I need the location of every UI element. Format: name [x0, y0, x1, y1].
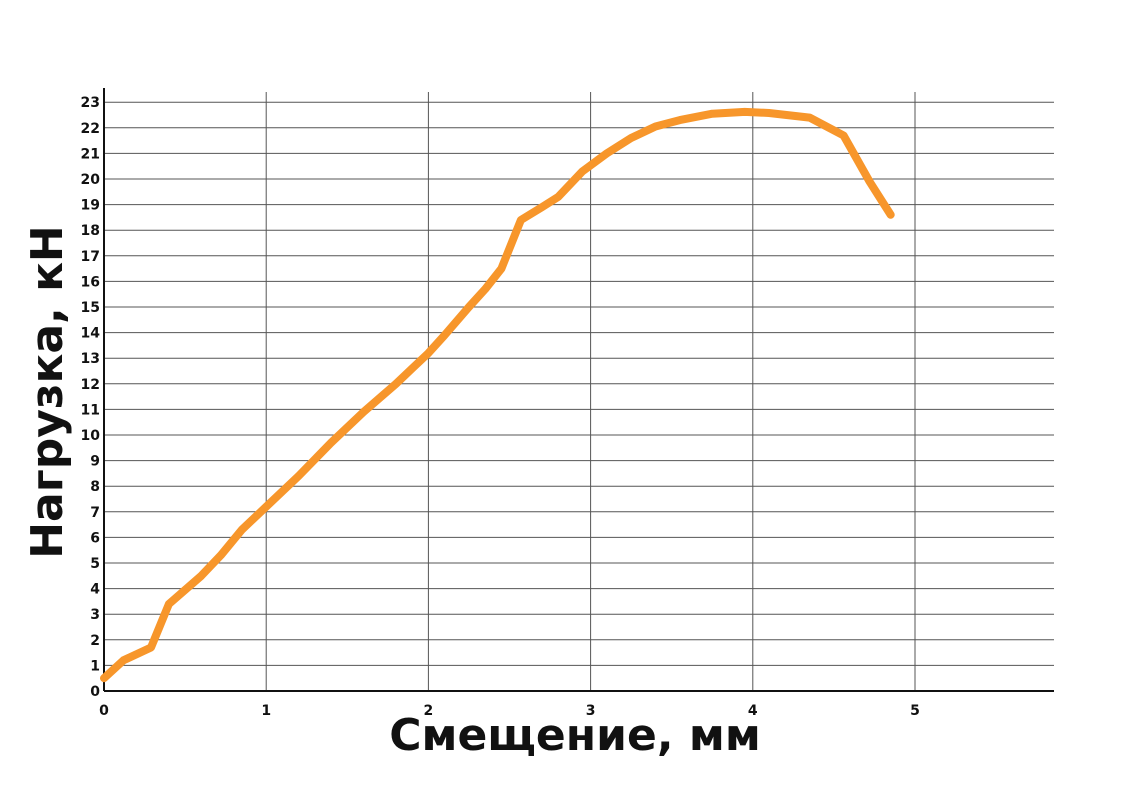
- grid: [104, 92, 1054, 691]
- y-tick-label: 7: [90, 505, 100, 521]
- y-tick-label: 14: [81, 326, 101, 342]
- y-tick-label: 0: [90, 684, 100, 700]
- y-tick-label: 12: [81, 377, 100, 393]
- x-tick-label: 1: [261, 703, 271, 719]
- y-tick-label: 18: [81, 223, 100, 239]
- y-axis-title: Нагрузка, кН: [22, 225, 73, 559]
- y-tick-label: 17: [81, 249, 100, 265]
- series-line: [104, 112, 891, 678]
- y-tick-label: 22: [81, 121, 100, 137]
- y-tick-label: 4: [90, 582, 100, 598]
- y-tick-label: 13: [81, 351, 100, 367]
- y-tick-label: 8: [90, 479, 100, 495]
- x-tick-label: 0: [99, 703, 109, 719]
- y-tick-label: 3: [90, 607, 100, 623]
- y-tick-label: 19: [81, 198, 100, 214]
- y-tick-label: 20: [81, 172, 101, 188]
- y-tick-label: 6: [90, 530, 100, 546]
- x-axis-title: Смещение, мм: [389, 710, 761, 761]
- y-tick-label: 21: [81, 146, 100, 162]
- y-tick-label: 1: [90, 658, 100, 674]
- y-tick-label: 11: [81, 402, 100, 418]
- y-tick-label: 5: [90, 556, 100, 572]
- y-tick-label: 23: [81, 95, 100, 111]
- y-tick-label: 16: [81, 274, 100, 290]
- y-tick-label: 15: [81, 300, 100, 316]
- y-tick-label: 10: [81, 428, 101, 444]
- x-tick-label: 5: [910, 703, 920, 719]
- series-layer: [104, 112, 891, 678]
- y-tick-label: 2: [90, 633, 100, 649]
- y-tick-label: 9: [90, 454, 100, 470]
